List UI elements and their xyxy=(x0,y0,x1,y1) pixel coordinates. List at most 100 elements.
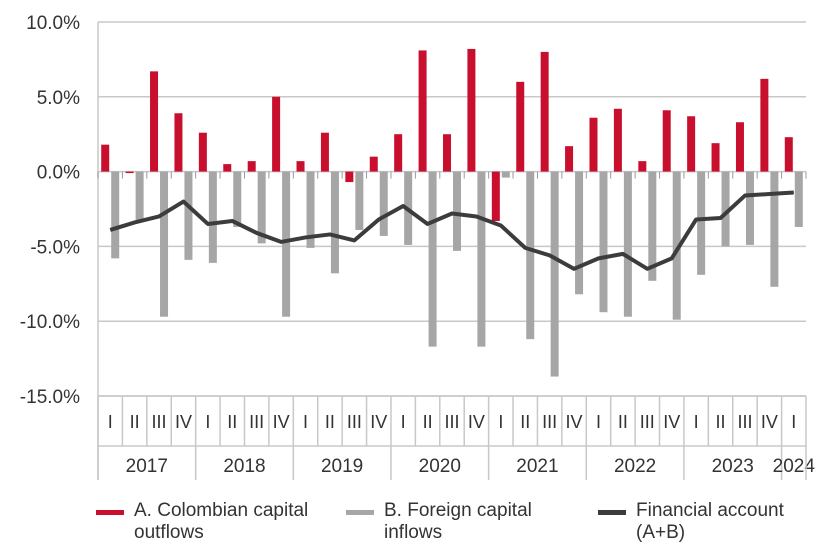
legend-item-outflows: A. Colombian capital outflows xyxy=(96,500,346,544)
year-label: 2017 xyxy=(126,456,168,477)
quarter-label: IV xyxy=(273,412,290,432)
quarter-label: IV xyxy=(468,412,485,432)
year-label: 2020 xyxy=(419,456,461,477)
quarter-label: I xyxy=(401,412,406,432)
legend-label-inflows: B. Foreign capital inflows xyxy=(384,500,532,543)
bar-inflows xyxy=(355,171,364,230)
y-tick-label: 5.0% xyxy=(37,88,80,109)
quarter-label: II xyxy=(325,412,335,432)
chart-svg: 10.0%5.0%0.0%-5.0%-10.0%-15.0%I II III IV I I… xyxy=(20,13,816,480)
bar-inflows xyxy=(257,171,266,244)
bar-inflows xyxy=(794,171,803,227)
quarter-label: III xyxy=(542,412,557,432)
quarter-label: II xyxy=(423,412,433,432)
bar-inflows xyxy=(770,171,779,287)
bar-inflows xyxy=(648,171,657,281)
quarter-label: II xyxy=(227,412,237,432)
bar-outflows xyxy=(101,144,110,172)
y-tick-label: -10.0% xyxy=(20,312,80,333)
quarter-label: IV xyxy=(370,412,387,432)
bar-outflows xyxy=(516,81,525,172)
y-tick-label: -15.0% xyxy=(20,387,80,408)
y-tick-label: -5.0% xyxy=(30,237,80,258)
bar-outflows xyxy=(247,161,256,172)
bar-outflows xyxy=(491,171,500,221)
bar-outflows xyxy=(150,71,159,172)
legend-swatch-financial-account xyxy=(598,510,626,515)
quarter-label: I xyxy=(791,412,796,432)
bar-inflows xyxy=(501,171,510,178)
legend-swatch-outflows xyxy=(96,510,124,515)
bar-inflows xyxy=(208,171,217,263)
quarter-label: III xyxy=(152,412,167,432)
quarter-label: I xyxy=(303,412,308,432)
quarter-label: IV xyxy=(566,412,583,432)
bar-inflows xyxy=(330,171,339,274)
quarter-label: II xyxy=(618,412,628,432)
bar-inflows xyxy=(379,171,388,236)
bar-outflows xyxy=(418,50,427,172)
legend: A. Colombian capital outflows B. Foreign… xyxy=(0,500,820,550)
bar-outflows xyxy=(735,122,744,172)
bar-outflows xyxy=(662,110,671,172)
y-tick-label: 10.0% xyxy=(26,13,80,34)
bar-outflows xyxy=(223,164,232,172)
bar-outflows xyxy=(687,116,696,172)
bar-inflows xyxy=(160,171,169,317)
bar-outflows xyxy=(394,134,403,172)
quarter-label: I xyxy=(694,412,699,432)
legend-label-outflows: A. Colombian capital outflows xyxy=(134,500,309,543)
bar-outflows xyxy=(174,113,183,172)
y-tick-label: 0.0% xyxy=(37,163,80,184)
quarter-label: II xyxy=(716,412,726,432)
bar-inflows xyxy=(111,171,120,259)
bar-inflows xyxy=(575,171,584,295)
legend-label-financial-account: Financial account (A+B) xyxy=(636,500,784,543)
legend-item-financial-account: Financial account (A+B) xyxy=(598,500,818,544)
bar-outflows xyxy=(613,108,622,172)
quarter-label: III xyxy=(640,412,655,432)
legend-item-inflows: B. Foreign capital inflows xyxy=(346,500,586,544)
bar-inflows xyxy=(721,171,730,247)
bar-outflows xyxy=(467,48,476,172)
bar-outflows xyxy=(443,134,451,172)
bar-inflows xyxy=(184,171,193,260)
bar-outflows xyxy=(784,137,793,172)
quarter-label: IV xyxy=(761,412,778,432)
quarter-label: I xyxy=(108,412,113,432)
bar-outflows xyxy=(638,161,647,172)
bar-inflows xyxy=(697,171,706,275)
year-label: 2019 xyxy=(321,456,363,477)
bar-inflows xyxy=(306,171,315,248)
year-label: 2023 xyxy=(712,456,754,477)
bar-inflows xyxy=(233,171,242,227)
year-label: 2024 xyxy=(773,456,816,477)
bar-inflows xyxy=(672,171,681,320)
bar-outflows xyxy=(345,171,354,183)
legend-swatch-inflows xyxy=(346,510,374,515)
year-label: 2022 xyxy=(614,456,656,477)
bar-outflows xyxy=(589,117,598,172)
bar-inflows xyxy=(453,171,461,251)
quarter-label: IV xyxy=(663,412,680,432)
bar-inflows xyxy=(428,171,437,347)
quarter-label: IV xyxy=(175,412,192,432)
quarter-label: III xyxy=(737,412,752,432)
bar-outflows xyxy=(565,146,574,172)
bar-outflows xyxy=(125,171,134,174)
bar-inflows xyxy=(477,171,486,347)
quarter-label: III xyxy=(347,412,362,432)
quarter-label: I xyxy=(596,412,601,432)
quarter-label: I xyxy=(205,412,210,432)
year-label: 2021 xyxy=(516,456,558,477)
bar-inflows xyxy=(526,171,535,340)
bar-outflows xyxy=(369,156,378,172)
bar-outflows xyxy=(296,161,305,172)
quarter-label: II xyxy=(520,412,530,432)
quarter-label: II xyxy=(130,412,140,432)
bar-inflows xyxy=(282,171,291,317)
bar-outflows xyxy=(540,51,549,172)
bar-outflows xyxy=(320,132,329,172)
bar-inflows xyxy=(550,171,559,377)
quarter-label: III xyxy=(249,412,264,432)
